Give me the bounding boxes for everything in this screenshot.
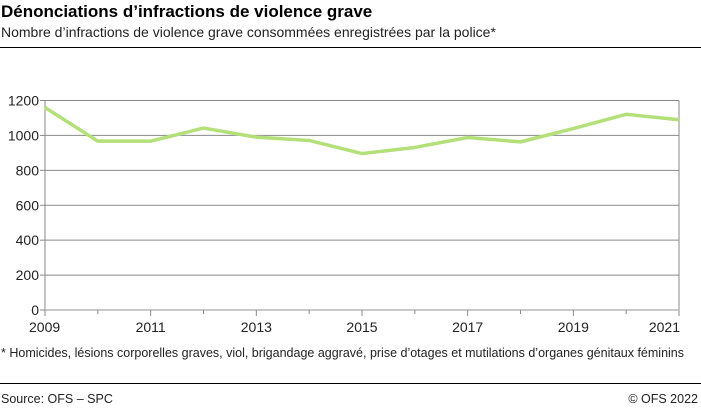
chart-title: Dénonciations d’infractions de violence … [1, 2, 373, 21]
y-tick-label: 1000 [8, 127, 39, 143]
footnote: * Homicides, lésions corporelles graves,… [1, 346, 685, 360]
source: Source: OFS – SPC [1, 392, 113, 406]
bottom-divider [0, 383, 701, 384]
x-tick-label: 2017 [452, 319, 483, 335]
y-tick-label: 0 [31, 302, 39, 318]
x-tick-label: 2013 [241, 319, 272, 335]
copyright: © OFS 2022 [628, 392, 698, 406]
x-tick-label: 2019 [558, 319, 589, 335]
y-tick-label: 200 [16, 267, 40, 283]
y-tick-label: 800 [16, 162, 40, 178]
y-tick-label: 400 [16, 232, 40, 248]
y-tick-label: 600 [16, 197, 40, 213]
x-tick-label: 2009 [29, 319, 60, 335]
x-tick-label: 2015 [346, 319, 377, 335]
series-line [44, 106, 680, 156]
line-chart: 0 200 400 600 800 1000 1200 2009 2011 2013 2015 201… [8, 93, 680, 336]
x-tick-label: 2011 [136, 319, 166, 335]
chart-subtitle: Nombre d’infractions de violence grave c… [1, 24, 496, 40]
top-divider [0, 47, 701, 48]
y-tick-label: 1200 [8, 93, 39, 109]
x-tick-label: 2021 [649, 319, 680, 335]
